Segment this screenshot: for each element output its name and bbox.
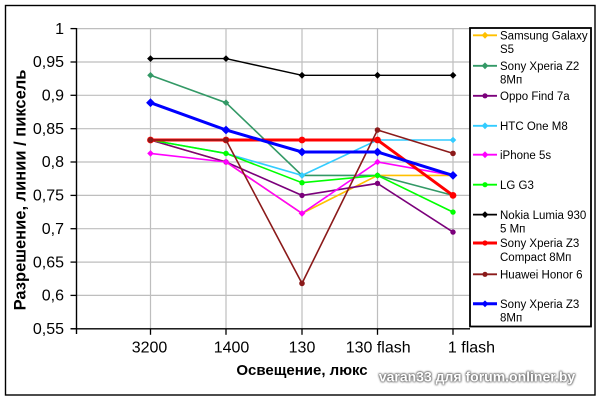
svg-text:S5: S5	[500, 44, 514, 56]
svg-text:0,55: 0,55	[33, 321, 64, 338]
svg-text:varan33 для forum.onliner.by: varan33 для forum.onliner.by	[379, 369, 576, 385]
svg-text:Nokia Lumia 930: Nokia Lumia 930	[500, 210, 586, 222]
svg-text:1400: 1400	[214, 340, 250, 357]
svg-text:HTC One M8: HTC One M8	[500, 121, 568, 133]
svg-text:0,65: 0,65	[33, 254, 64, 271]
svg-text:Samsung Galaxy: Samsung Galaxy	[500, 31, 588, 43]
svg-text:5 Мп: 5 Мп	[500, 223, 525, 235]
svg-text:varan33 для forum.onliner.by: varan33 для forum.onliner.by	[379, 369, 576, 385]
svg-text:8Мп: 8Мп	[500, 75, 522, 87]
svg-text:Sony Xperia Z3: Sony Xperia Z3	[500, 299, 579, 311]
svg-text:8Мп: 8Мп	[500, 313, 522, 325]
svg-text:Oppo Find 7a: Oppo Find 7a	[500, 91, 570, 103]
svg-text:1 flash: 1 flash	[448, 340, 495, 357]
svg-text:Освещение, люкс: Освещение, люкс	[236, 362, 367, 379]
svg-text:0,9: 0,9	[42, 88, 64, 105]
svg-text:0,7: 0,7	[42, 221, 64, 238]
svg-text:3200: 3200	[132, 340, 168, 357]
svg-text:varan33 для forum.onliner.by: varan33 для forum.onliner.by	[379, 369, 576, 385]
svg-text:iPhone 5s: iPhone 5s	[500, 150, 551, 162]
svg-text:0,75: 0,75	[33, 188, 64, 205]
svg-text:LG G3: LG G3	[500, 180, 534, 192]
svg-text:1: 1	[55, 21, 64, 38]
svg-text:0,8: 0,8	[42, 154, 64, 171]
svg-text:Sony Xperia Z3: Sony Xperia Z3	[500, 238, 579, 250]
svg-text:Compact 8Мп: Compact 8Мп	[500, 252, 571, 264]
svg-text:Huawei Honor 6: Huawei Honor 6	[500, 270, 582, 282]
svg-text:Разрешение, линии / пиксель: Разрешение, линии / пиксель	[12, 70, 30, 311]
svg-text:varan33 для forum.onliner.by: varan33 для forum.onliner.by	[379, 369, 576, 385]
svg-text:130: 130	[289, 340, 316, 357]
svg-text:0,6: 0,6	[42, 288, 64, 305]
svg-text:0,95: 0,95	[33, 54, 64, 71]
svg-text:130 flash: 130 flash	[346, 340, 411, 357]
svg-text:Sony Xperia Z2: Sony Xperia Z2	[500, 61, 579, 73]
svg-text:varan33 для forum.onliner.by: varan33 для forum.onliner.by	[379, 369, 576, 385]
svg-text:0,85: 0,85	[33, 121, 64, 138]
